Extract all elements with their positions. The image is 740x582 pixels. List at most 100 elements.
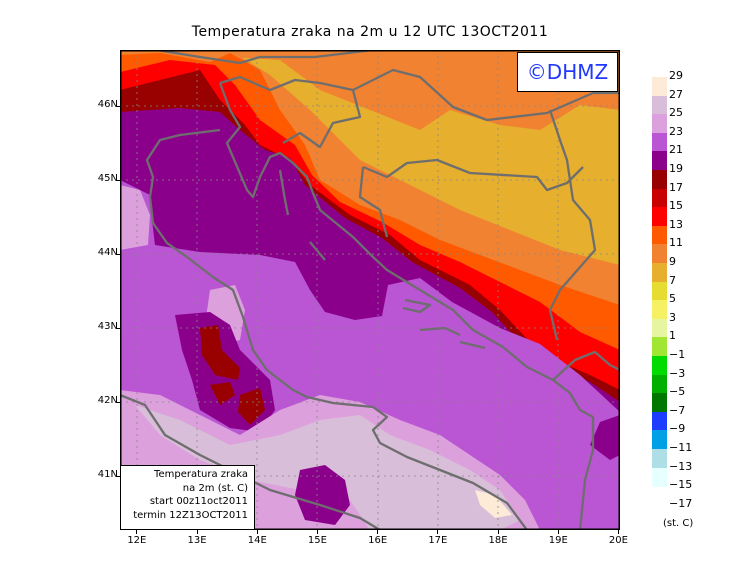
legend-swatch [652, 77, 667, 97]
dark-red-italy-2 [210, 382, 235, 405]
x-tick [256, 530, 258, 534]
info-line-variable: Temperatura zraka [154, 469, 248, 480]
legend-label: 17 [669, 180, 683, 194]
legend-label: −1 [669, 348, 686, 361]
border-bosnia-croatia [358, 166, 389, 238]
info-line-start: start 00z11oct2011 [149, 496, 248, 507]
island-5 [459, 340, 486, 350]
x-tick-label: 14E [247, 535, 267, 546]
legend-label: −9 [669, 422, 686, 436]
legend-label: −15 [669, 478, 693, 492]
x-tick [196, 530, 198, 534]
dark-red-italy [200, 325, 240, 380]
legend-label: 9 [669, 255, 676, 268]
orange-field [120, 50, 620, 130]
legend-swatch [652, 374, 667, 394]
border-slovenia-hungary [352, 68, 620, 122]
legend-label: −7 [669, 403, 686, 417]
legend-swatch [652, 207, 667, 227]
island-4 [419, 326, 461, 337]
legend-label: −17 [669, 496, 693, 510]
legend-swatch [652, 467, 667, 487]
legend-swatch [652, 225, 667, 245]
island-1 [278, 169, 290, 216]
map-title: Temperatura zraka na 2m u 12 UTC 13OCT20… [191, 24, 549, 40]
legend-label: 29 [669, 69, 683, 82]
legend-swatch [652, 263, 667, 283]
x-tick-label: 16E [368, 535, 388, 546]
legend-label: −11 [669, 441, 693, 454]
legend-label: 23 [669, 124, 683, 138]
legend-swatch [652, 300, 667, 320]
legend-swatch [652, 281, 667, 301]
legend-label: 27 [669, 87, 683, 101]
temperature-map [120, 50, 620, 530]
info-box: Temperatura zraka na 2m (st. C) start 00… [120, 465, 255, 530]
legend-unit: (st. C) [663, 518, 694, 529]
x-tick-label: 12E [127, 535, 147, 546]
legend-swatch [652, 318, 667, 338]
y-tick-label: 42N [97, 395, 118, 407]
island-2 [309, 241, 326, 261]
x-tick [136, 530, 138, 534]
x-tick [316, 530, 318, 534]
x-tick-label: 19E [548, 535, 568, 546]
legend-label: −3 [669, 366, 686, 380]
legend-label: 7 [669, 273, 676, 287]
y-tick-label: 41N [97, 469, 118, 481]
legend-label: 13 [669, 217, 683, 231]
grid-lines [120, 50, 620, 530]
y-tick [116, 327, 120, 329]
border-slovenia-croatia [219, 75, 362, 149]
legend-swatch [652, 114, 667, 134]
legend-swatch [652, 411, 667, 431]
cream-spot [475, 490, 512, 518]
x-tick [617, 530, 619, 534]
y-tick [116, 253, 120, 255]
legend-swatch [652, 337, 667, 357]
legend-swatch [652, 244, 667, 264]
y-tick-label: 44N [97, 247, 118, 259]
legend-label: 19 [669, 162, 683, 175]
italian-coastline [145, 128, 528, 530]
legend-label: −13 [669, 459, 693, 473]
legend-label: 1 [669, 329, 676, 343]
x-tick [557, 530, 559, 534]
legend-swatch [652, 95, 667, 115]
legend-label: 25 [669, 106, 683, 120]
info-line-level: na 2m (st. C) [182, 482, 248, 494]
dark-purple-offshore [590, 415, 620, 460]
legend-label: −5 [669, 385, 686, 399]
x-tick [377, 530, 379, 534]
legend-swatch [652, 449, 667, 469]
legend-label: 3 [669, 310, 676, 324]
legend-swatch [652, 170, 667, 190]
x-tick [497, 530, 499, 534]
island-3 [402, 298, 432, 314]
dark-red-italy-3 [238, 388, 265, 425]
legend-label: 15 [669, 199, 683, 213]
coastlines-and-borders [120, 50, 620, 530]
y-tick [116, 105, 120, 107]
dhmz-logo: ©DHMZ [517, 52, 618, 92]
y-tick [116, 475, 120, 477]
croatian-coastline [218, 82, 595, 530]
y-tick [116, 179, 120, 181]
border-bosnia [362, 158, 584, 192]
x-tick-label: 15E [307, 535, 327, 546]
x-tick-label: 13E [187, 535, 207, 546]
border-serbia [548, 109, 597, 341]
y-tick-label: 45N [97, 173, 118, 185]
legend-swatch [652, 393, 667, 413]
legend-label: 11 [669, 236, 683, 250]
legend-swatch [652, 151, 667, 171]
legend-swatch [652, 356, 667, 376]
legend-swatch [652, 188, 667, 208]
x-tick-label: 20E [608, 535, 628, 546]
x-tick-label: 18E [488, 535, 508, 546]
x-tick-label: 17E [428, 535, 448, 546]
y-tick-label: 46N [97, 99, 118, 111]
legend-label: 21 [669, 143, 683, 157]
y-tick [116, 401, 120, 403]
legend-swatch [652, 430, 667, 450]
